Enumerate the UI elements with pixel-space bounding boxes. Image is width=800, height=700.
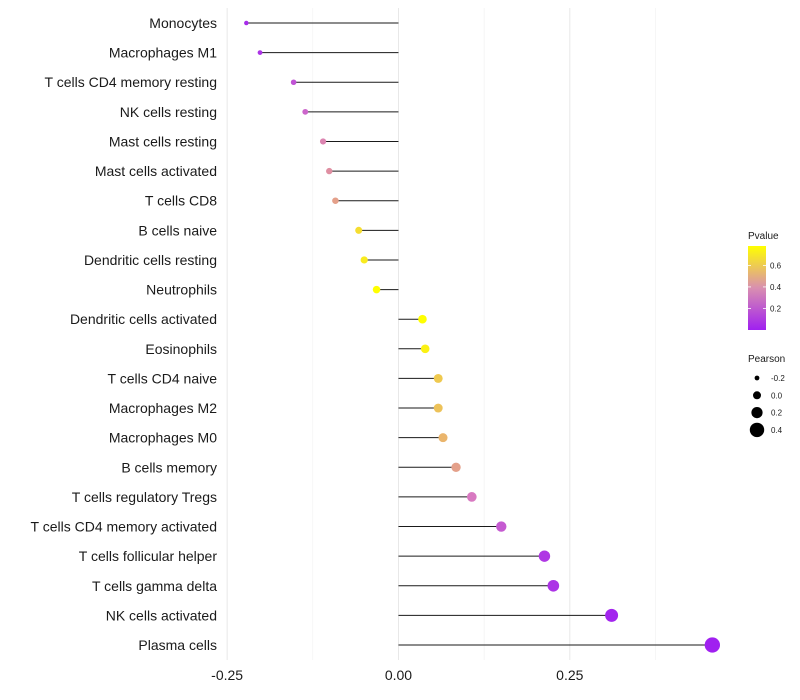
pearson-key-label: 0.4 [771,426,783,435]
category-label: Macrophages M1 [109,45,217,61]
pearson-size-key [754,375,760,381]
category-label: T cells CD8 [145,193,217,209]
category-label: T cells gamma delta [92,578,217,594]
pearson-legend-title: Pearson [748,354,785,365]
category-label: Macrophages M0 [109,430,217,446]
pearson-key-label: 0.2 [771,409,783,418]
category-label: Mast cells activated [95,163,217,179]
category-label: T cells CD4 naive [108,370,218,386]
category-label: Plasma cells [138,637,217,653]
pvalue-tick-label: 0.2 [770,304,782,313]
pvalue-legend: Pvalue 0.2 0.4 0.6 [748,231,782,330]
lollipop-point [355,226,363,234]
category-label: Eosinophils [145,341,217,357]
category-label: T cells CD4 memory activated [31,519,217,535]
lollipop-point [704,637,721,653]
category-label: NK cells resting [120,104,217,120]
lollipop-point [433,373,443,383]
lollipop-point [433,403,443,413]
category-label: Dendritic cells activated [70,311,217,327]
x-tick-label: 0.25 [556,667,583,683]
points-layer [244,20,721,653]
lollipop-point [372,285,381,294]
x-tick-label: -0.25 [211,667,243,683]
pvalue-tick-label: 0.4 [770,283,782,292]
category-label: NK cells activated [106,607,217,623]
lollipop-point [420,344,430,354]
category-label: T cells follicular helper [79,548,218,564]
pearson-size-key [749,422,765,438]
category-label: B cells memory [121,459,217,475]
pvalue-colorbar [748,246,766,330]
lollipop-point [244,20,249,26]
category-labels: Monocytes Macrophages M1 T cells CD4 memor… [31,15,218,653]
pvalue-tick-label: 0.6 [770,261,782,270]
lollipop-point [302,108,309,115]
lollipop-point [257,50,263,56]
category-label: B cells naive [138,222,217,238]
lollipop-point [538,550,551,562]
lollipop-point [466,492,477,502]
lollipop-point [332,197,339,204]
pearson-legend: Pearson -0.2 0.0 0.2 0.4 [748,354,785,438]
lollipop-point [360,256,368,264]
category-label: T cells CD4 memory resting [45,74,217,90]
category-label: T cells regulatory Tregs [72,489,217,505]
lollipop-point [438,433,448,443]
lollipop-point [290,79,297,86]
pearson-key-label: -0.2 [771,374,785,383]
category-label: Dendritic cells resting [84,252,217,268]
pearson-size-key [753,391,761,400]
pearson-size-key [751,407,763,419]
lollipop-point [605,608,619,622]
pearson-key-label: 0.0 [771,391,783,400]
category-label: Macrophages M2 [109,400,217,416]
x-tick-label: 0.00 [385,667,412,683]
lollipop-point [547,579,560,592]
category-label: Neutrophils [146,282,217,298]
x-axis-ticks: -0.25 0.00 0.25 [211,667,583,683]
lollipop-point [496,521,507,532]
category-label: Monocytes [149,15,217,31]
category-label: Mast cells resting [109,133,217,149]
grid-layer [226,8,656,660]
lollipop-point [326,167,333,175]
lollipop-point [319,138,327,145]
pvalue-legend-title: Pvalue [748,231,779,242]
stems-layer [246,22,713,646]
lollipop-point [451,462,461,472]
lollipop-point [418,314,427,324]
